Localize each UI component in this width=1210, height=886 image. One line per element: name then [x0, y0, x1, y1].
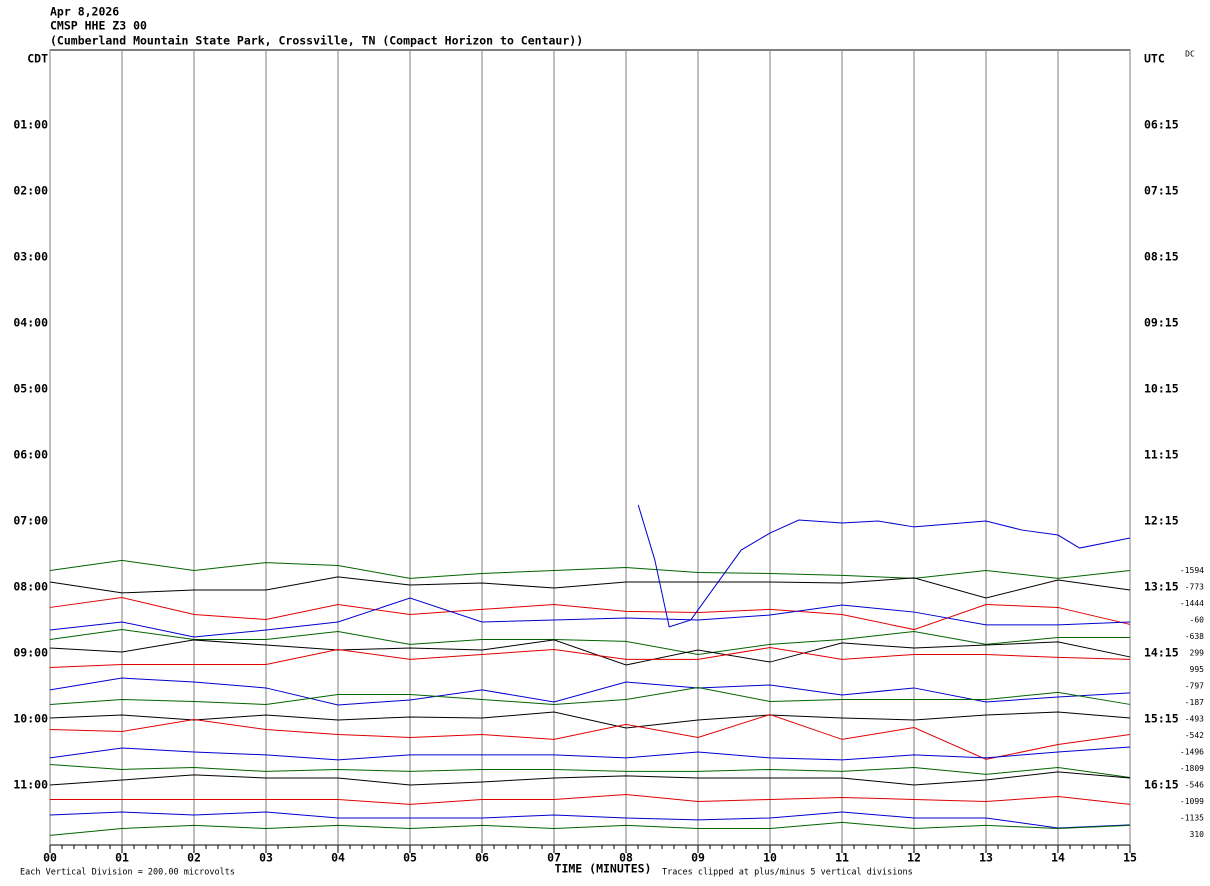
title-date: Apr 8,2026 [50, 5, 119, 19]
trace-offset-label: -493 [1185, 714, 1204, 723]
trace-offset-label: -1444 [1180, 599, 1204, 608]
y-tick-label: 02:00 [13, 184, 48, 198]
y-tick-label: 10:00 [13, 711, 48, 725]
y-tick-label: 06:00 [13, 448, 48, 462]
seismic-trace [49, 763, 1131, 779]
y-tick-label: CDT [27, 52, 48, 66]
plot-frame [49, 49, 1131, 846]
y-tick-label: 04:00 [13, 316, 48, 330]
trace-offset-label: -542 [1185, 731, 1204, 740]
x-tick-label: 14 [1051, 851, 1065, 865]
y2-tick-label: 16:15 [1144, 777, 1179, 791]
corner-label: DC [1185, 50, 1195, 59]
y2-tick-label: 13:15 [1144, 579, 1179, 593]
trace-offset-label: -60 [1190, 615, 1205, 624]
y-tick-label: 07:00 [13, 513, 48, 527]
y2-tick-label: 08:15 [1144, 250, 1179, 264]
y-tick-label: 09:00 [13, 645, 48, 659]
x-tick-label: 02 [187, 851, 201, 865]
trace-offset-label: -1496 [1180, 747, 1204, 756]
x-tick-label: 15 [1123, 851, 1137, 865]
y-tick-label: 08:00 [13, 579, 48, 593]
y2-tick-label: 09:15 [1144, 316, 1179, 330]
seismic-trace [637, 504, 1131, 628]
seismic-trace [49, 771, 1131, 786]
seismic-trace [49, 821, 1131, 836]
x-tick-label: 05 [403, 851, 417, 865]
x-tick-label: 07 [547, 851, 561, 865]
x-tick-label: 13 [979, 851, 993, 865]
x-tick-label: 12 [907, 851, 921, 865]
y2-tick-label: 12:15 [1144, 513, 1179, 527]
title-location: (Cumberland Mountain State Park, Crossvi… [50, 34, 583, 48]
trace-offset-label: -1099 [1180, 797, 1204, 806]
y2-tick-label: 15:15 [1144, 711, 1179, 725]
trace-offset-label: -187 [1185, 698, 1204, 707]
y-tick-label: 11:00 [13, 777, 48, 791]
seismic-trace [49, 576, 1131, 599]
seismic-trace [50, 794, 1131, 805]
trace-offset-label: -1809 [1180, 764, 1204, 773]
y2-tick-label: 14:15 [1144, 645, 1179, 659]
y2-tick-label: 07:15 [1144, 184, 1179, 198]
x-tick-label: 11 [835, 851, 849, 865]
trace-offset-label: 995 [1190, 665, 1205, 674]
x-tick-label: 06 [475, 851, 489, 865]
seismic-trace [49, 686, 1131, 705]
trace-offset-label: -797 [1185, 681, 1204, 690]
seismic-trace [49, 597, 1131, 631]
seismic-trace [49, 647, 1131, 668]
seismic-trace [49, 746, 1131, 761]
trace-offset-label: 310 [1190, 830, 1205, 839]
y-tick-label: 01:00 [13, 118, 48, 132]
y2-tick-label: 06:15 [1144, 118, 1179, 132]
seismic-trace [49, 597, 1131, 638]
footer-scale: Each Vertical Division = 200.00 microvol… [20, 868, 235, 878]
trace-offset-label: -546 [1185, 780, 1204, 789]
trace-offset-label: -773 [1185, 582, 1204, 591]
seismic-trace [49, 677, 1131, 706]
x-tick-label: 00 [43, 851, 57, 865]
title-station: CMSP HHE Z3 00 [50, 19, 147, 33]
x-tick-label: 03 [259, 851, 273, 865]
seismic-trace [49, 629, 1130, 655]
trace-offset-label: -638 [1185, 632, 1204, 641]
trace-offset-label: -1594 [1180, 566, 1204, 575]
x-tick-label: 04 [331, 851, 345, 865]
trace-offset-label: 299 [1190, 648, 1205, 657]
x-tick-label: 09 [691, 851, 705, 865]
seismic-trace [49, 713, 1131, 760]
seismic-trace [49, 559, 1131, 579]
y2-tick-label: 11:15 [1144, 448, 1179, 462]
y-tick-label: 03:00 [13, 250, 48, 264]
seismic-trace [49, 639, 1131, 666]
x-tick-label: 01 [115, 851, 129, 865]
y2-tick-label: 10:15 [1144, 382, 1179, 396]
seismic-trace [49, 711, 1131, 729]
trace-offset-label: -1135 [1180, 813, 1204, 822]
x-tick-label: 08 [619, 851, 633, 865]
seismic-trace [49, 811, 1131, 829]
y-tick-label: 05:00 [13, 382, 48, 396]
x-axis-label: TIME (MINUTES) [555, 862, 652, 876]
x-tick-label: 10 [763, 851, 777, 865]
footer-clip: Traces clipped at plus/minus 5 vertical … [662, 868, 913, 878]
y2-tick-label: UTC [1144, 52, 1165, 66]
